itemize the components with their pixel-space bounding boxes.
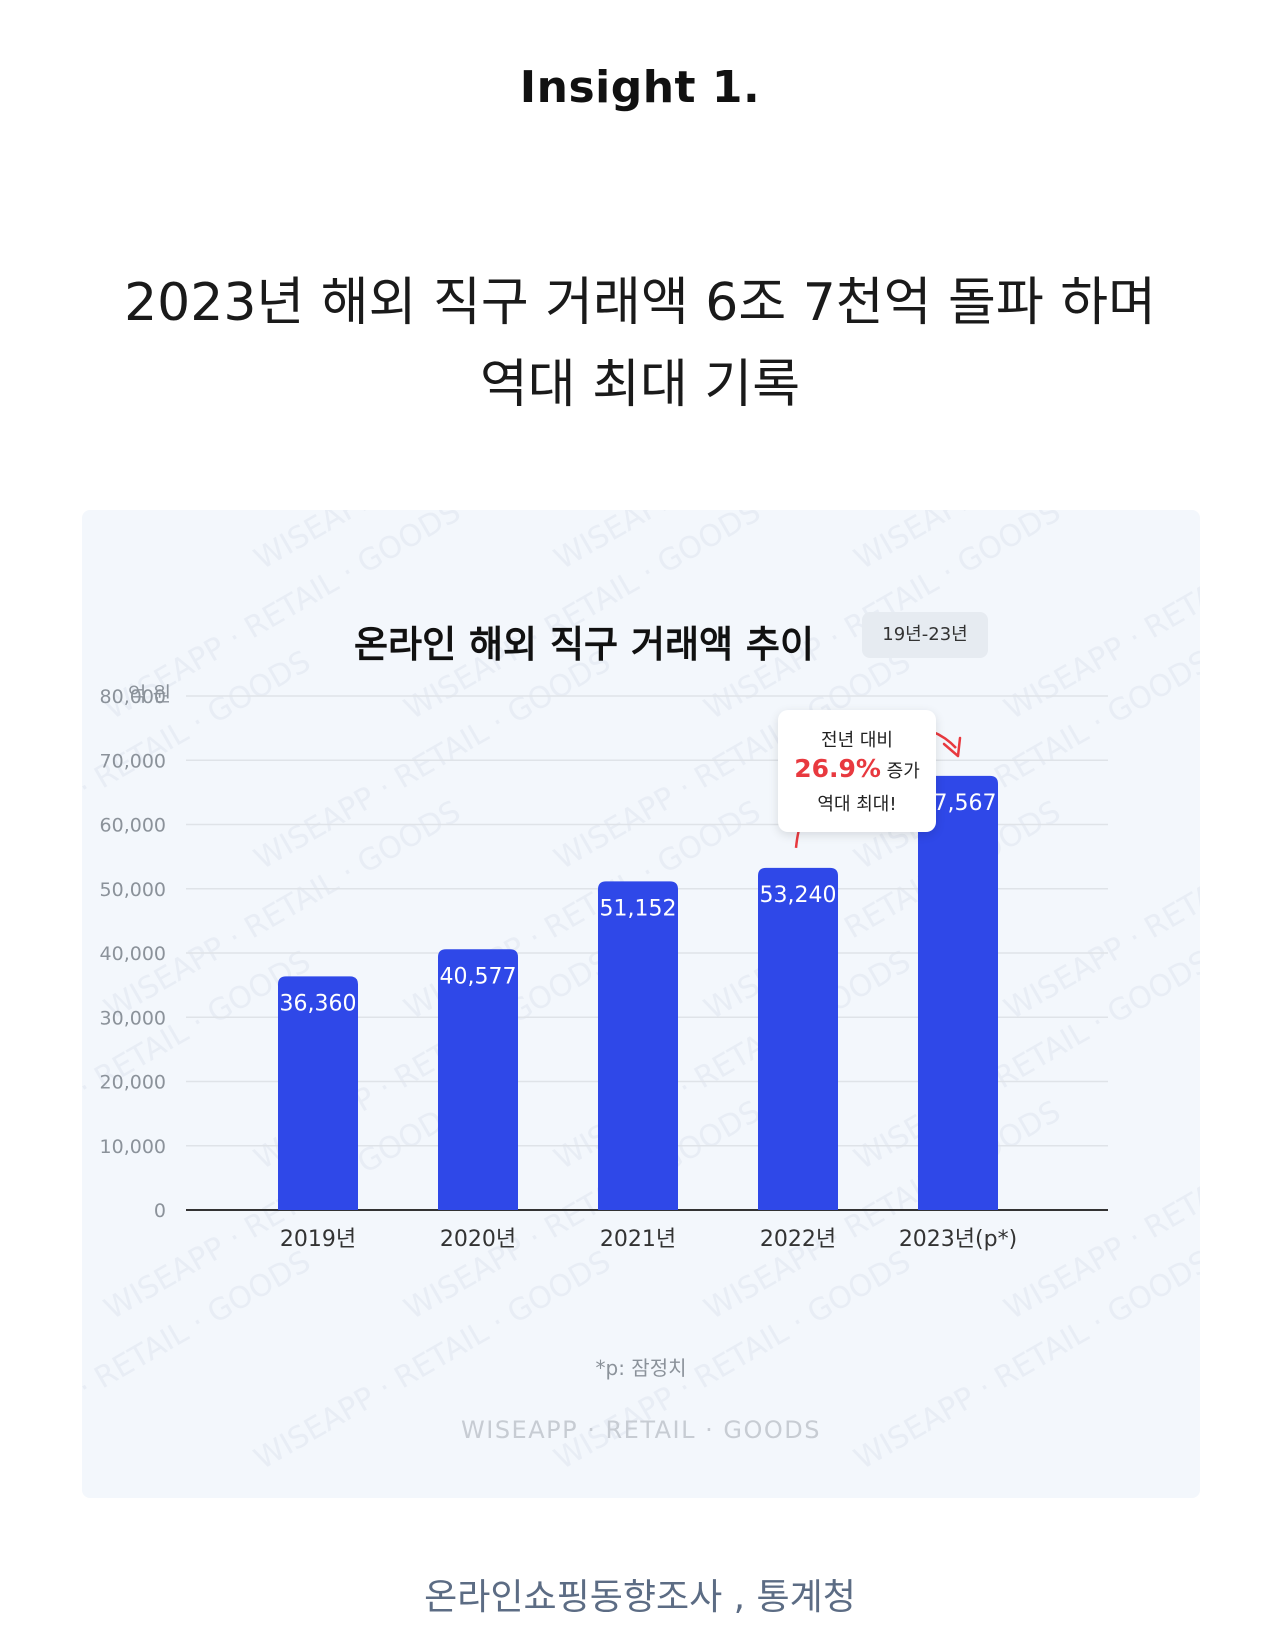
x-tick-label: 2023년(p*) [899,1227,1017,1252]
y-axis-unit-label: 억 원 [128,682,172,706]
headline-line-1: 2023년 해외 직구 거래액 6조 7천억 돌파 하며 [124,273,1156,333]
y-tick-label: 50,000 [100,879,166,901]
headline-line-2: 역대 최대 기록 [479,355,801,415]
x-tick-label: 2020년 [440,1227,516,1252]
x-tick-label: 2021년 [600,1227,676,1252]
bar-value-label: 53,240 [760,883,837,908]
y-tick-label: 30,000 [100,1007,166,1029]
x-tick-label: 2022년 [760,1227,836,1252]
bar [438,949,518,1210]
brand-watermark: WISEAPP · RETAIL · GOODS [461,1416,821,1444]
chart-footnote: *p: 잠정치 [595,1356,687,1380]
headline: 2023년 해외 직구 거래액 6조 7천억 돌파 하며 역대 최대 기록 [60,262,1220,426]
bar-value-label: 36,360 [280,991,357,1016]
arrow-head-icon [942,736,962,758]
bar [918,775,998,1210]
x-tick-label: 2019년 [280,1227,356,1252]
y-tick-label: 10,000 [100,1136,166,1158]
growth-suffix: 증가 [886,761,920,782]
source-caption: 온라인쇼핑동향조사 , 통계청 [424,1577,856,1618]
bar-value-label: 51,152 [600,896,677,921]
y-tick-label: 70,000 [100,750,166,772]
bar [758,867,838,1210]
y-tick-label: 80,000 [100,686,166,708]
callout-line-3: 역대 최대! [817,794,897,815]
bar [278,976,358,1210]
callout-line-2: 26.9% 증가 [778,754,936,783]
growth-callout: 전년 대비 26.9% 증가 역대 최대! [778,710,936,832]
period-badge: 19년-23년 [862,612,988,658]
chart-card: WISEAPP · RETAIL · GOODS WISEAPP · RETAIL… [82,510,1200,1498]
y-tick-label: 60,000 [100,815,166,837]
y-tick-label: 0 [154,1200,166,1222]
insight-label: Insight 1. [519,62,761,113]
callout-line-1: 전년 대비 [821,730,893,751]
bar [598,881,678,1210]
bar-value-label: 40,577 [440,964,517,989]
growth-percent: 26.9% [794,754,881,783]
y-tick-label: 20,000 [100,1072,166,1094]
y-tick-label: 40,000 [100,943,166,965]
chart-title: 온라인 해외 직구 거래액 추이 [354,623,815,666]
